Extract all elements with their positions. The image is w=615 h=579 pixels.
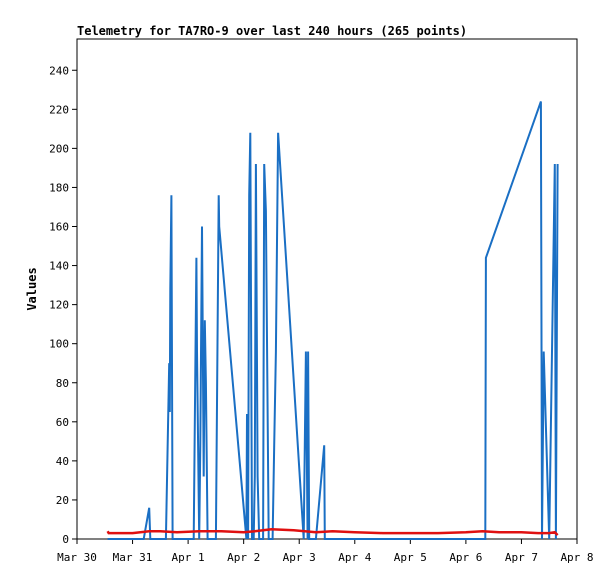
x-tick-label: Apr 8 bbox=[560, 551, 593, 564]
plot-area bbox=[76, 38, 578, 540]
x-tick-label: Mar 30 bbox=[57, 551, 97, 564]
y-tick-label: 200 bbox=[49, 142, 69, 155]
y-axis-label: Values bbox=[25, 267, 39, 310]
series-layer bbox=[106, 101, 559, 540]
y-axis: 0 20 40 60 80 100 120 140 160 180 200 220 240 bbox=[49, 64, 77, 546]
y-tick-label: 100 bbox=[49, 338, 69, 351]
x-tick-label: Mar 31 bbox=[113, 551, 153, 564]
x-tick-label: Apr 7 bbox=[505, 551, 538, 564]
y-tick-label: 80 bbox=[56, 377, 69, 390]
x-tick-label: Apr 3 bbox=[283, 551, 316, 564]
x-tick-label: Apr 2 bbox=[227, 551, 260, 564]
y-tick-label: 160 bbox=[49, 221, 69, 234]
y-tick-label: 0 bbox=[62, 533, 69, 546]
series-line-1 bbox=[107, 101, 559, 540]
y-tick-label: 180 bbox=[49, 181, 69, 194]
y-tick-label: 140 bbox=[49, 260, 69, 273]
series-line-2 bbox=[106, 527, 559, 536]
y-tick-label: 60 bbox=[56, 416, 69, 429]
y-tick-label: 240 bbox=[49, 64, 69, 77]
x-tick-label: Apr 1 bbox=[172, 551, 205, 564]
x-tick-label: Apr 6 bbox=[449, 551, 482, 564]
x-axis: Mar 30 Mar 31 Apr 1 Apr 2 Apr 3 Apr 4 Apr 5 Apr… bbox=[57, 539, 594, 564]
y-tick-label: 220 bbox=[49, 103, 69, 116]
chart-title: Telemetry for TA7RO-9 over last 240 hour… bbox=[77, 24, 467, 38]
x-tick-label: Apr 5 bbox=[394, 551, 427, 564]
y-tick-label: 120 bbox=[49, 299, 69, 312]
y-tick-label: 20 bbox=[56, 494, 69, 507]
y-tick-label: 40 bbox=[56, 455, 69, 468]
x-tick-label: Apr 4 bbox=[338, 551, 371, 564]
